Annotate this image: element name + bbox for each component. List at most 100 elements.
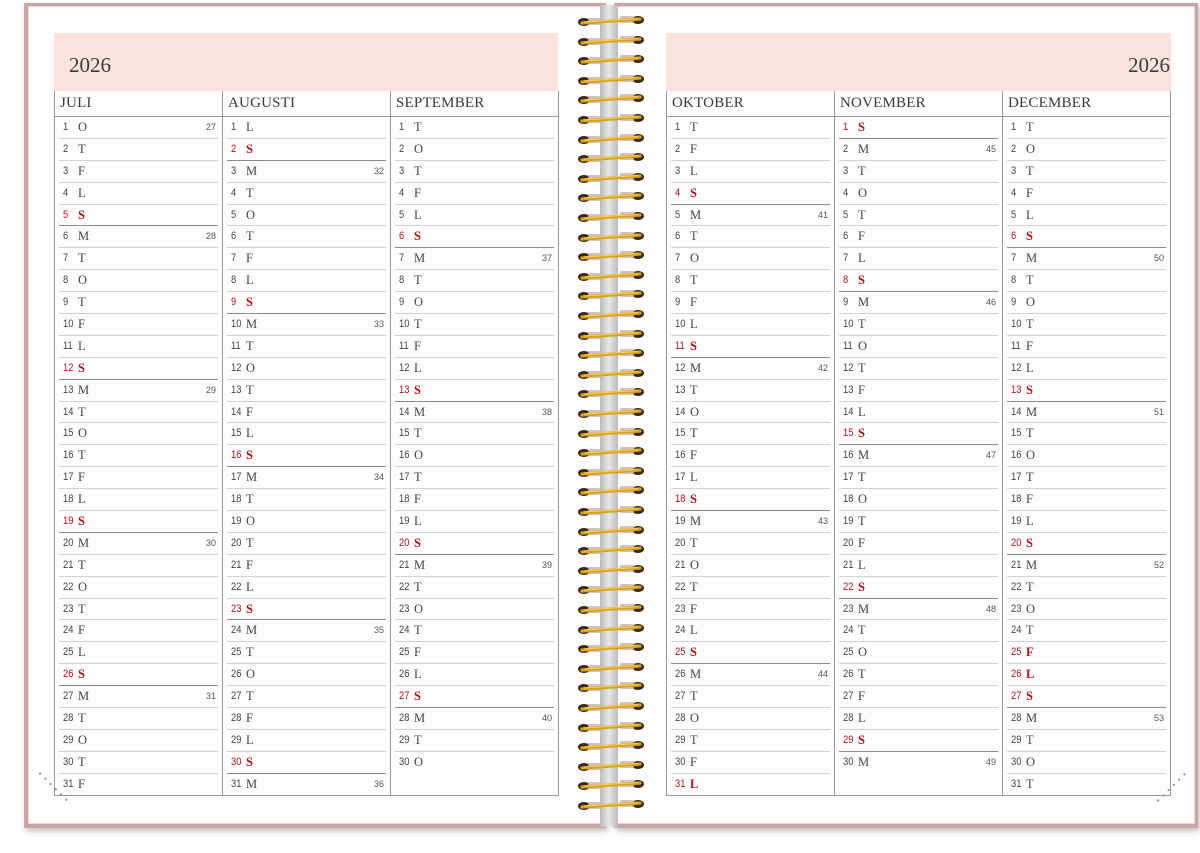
- day-row[interactable]: 16 O: [395, 445, 554, 468]
- day-row[interactable]: 23 F: [671, 599, 830, 621]
- day-row[interactable]: 12 T: [839, 358, 998, 380]
- day-row[interactable]: 24 T: [839, 620, 998, 643]
- day-row[interactable]: 21 M 39: [395, 555, 554, 577]
- day-row[interactable]: 24 T: [1007, 620, 1166, 643]
- day-row[interactable]: 26 O: [227, 664, 386, 687]
- day-row[interactable]: 19 S: [59, 511, 218, 533]
- day-row[interactable]: 15 T: [671, 423, 830, 446]
- day-row[interactable]: 25 T: [227, 642, 386, 665]
- day-row[interactable]: 24 M 35: [227, 620, 386, 643]
- day-row[interactable]: 27 M 31: [59, 686, 218, 709]
- day-row[interactable]: 19 M 43: [671, 511, 830, 533]
- day-row[interactable]: 25 S: [671, 642, 830, 665]
- day-row[interactable]: 25 L: [59, 642, 218, 665]
- day-row[interactable]: 29 T: [671, 730, 830, 752]
- day-row[interactable]: 9 M 46: [839, 292, 998, 315]
- day-row[interactable]: 23 S: [227, 599, 386, 621]
- day-row[interactable]: 29 T: [395, 730, 554, 752]
- day-row[interactable]: 11 F: [1007, 336, 1166, 358]
- day-row[interactable]: 12 O: [227, 358, 386, 380]
- day-row[interactable]: 18 F: [395, 489, 554, 512]
- day-row[interactable]: 14 M 51: [1007, 402, 1166, 424]
- day-row[interactable]: 23 T: [59, 599, 218, 621]
- day-row[interactable]: 24 T: [395, 620, 554, 643]
- day-row[interactable]: 14 L: [839, 402, 998, 424]
- day-row[interactable]: 30 O: [1007, 752, 1166, 774]
- day-row[interactable]: 11 T: [227, 336, 386, 358]
- day-row[interactable]: 20 T: [671, 533, 830, 555]
- day-row[interactable]: 25 F: [1007, 642, 1166, 665]
- day-row[interactable]: 30 O: [395, 752, 554, 774]
- day-row[interactable]: 22 T: [671, 577, 830, 599]
- day-row[interactable]: 29 O: [59, 730, 218, 752]
- day-row[interactable]: 30 F: [671, 752, 830, 774]
- day-row[interactable]: 21 F: [227, 555, 386, 577]
- day-row[interactable]: 14 O: [671, 402, 830, 424]
- day-row[interactable]: 12 L: [395, 358, 554, 380]
- day-row[interactable]: 17 L: [671, 467, 830, 490]
- day-row[interactable]: 15 O: [59, 423, 218, 446]
- day-row[interactable]: 11 O: [839, 336, 998, 358]
- day-row[interactable]: 23 M 48: [839, 599, 998, 621]
- day-row[interactable]: 15 L: [227, 423, 386, 446]
- day-row[interactable]: 27 S: [1007, 686, 1166, 709]
- day-row[interactable]: 10 T: [395, 314, 554, 336]
- day-row[interactable]: 5 M 41: [671, 205, 830, 227]
- day-row[interactable]: 13 T: [671, 380, 830, 402]
- day-row[interactable]: 31 M 36: [227, 774, 386, 796]
- day-row[interactable]: 20 S: [1007, 533, 1166, 555]
- day-row[interactable]: 27 F: [839, 686, 998, 709]
- day-row[interactable]: 11 S: [671, 336, 830, 358]
- day-row[interactable]: 21 M 52: [1007, 555, 1166, 577]
- day-row[interactable]: 31 T: [1007, 774, 1166, 796]
- day-row[interactable]: 20 F: [839, 533, 998, 555]
- day-row[interactable]: 18 L: [59, 489, 218, 512]
- day-row[interactable]: 18 F: [1007, 489, 1166, 512]
- day-row[interactable]: 12 M 42: [671, 358, 830, 380]
- day-row[interactable]: 22 T: [395, 577, 554, 599]
- day-row[interactable]: 14 T: [59, 402, 218, 424]
- day-row[interactable]: 23 O: [395, 599, 554, 621]
- day-row[interactable]: 22 T: [1007, 577, 1166, 599]
- day-row[interactable]: 27 S: [395, 686, 554, 709]
- day-row[interactable]: 11 L: [59, 336, 218, 358]
- day-row[interactable]: 30 M 49: [839, 752, 998, 774]
- day-row[interactable]: 28 O: [671, 708, 830, 730]
- day-row[interactable]: 16 M 47: [839, 445, 998, 468]
- day-row[interactable]: 16 O: [1007, 445, 1166, 468]
- day-row[interactable]: 27 T: [671, 686, 830, 709]
- day-row[interactable]: 21 O: [671, 555, 830, 577]
- day-row[interactable]: 7 M 37: [395, 248, 554, 271]
- day-row[interactable]: 24 F: [59, 620, 218, 643]
- day-row[interactable]: 16 F: [671, 445, 830, 468]
- day-row[interactable]: 20 T: [227, 533, 386, 555]
- day-row[interactable]: 31 L: [671, 774, 830, 796]
- day-row[interactable]: 16 T: [59, 445, 218, 468]
- day-row[interactable]: 29 T: [1007, 730, 1166, 752]
- day-row[interactable]: 22 S: [839, 577, 998, 599]
- day-row[interactable]: 20 S: [395, 533, 554, 555]
- day-row[interactable]: 10 L: [671, 314, 830, 336]
